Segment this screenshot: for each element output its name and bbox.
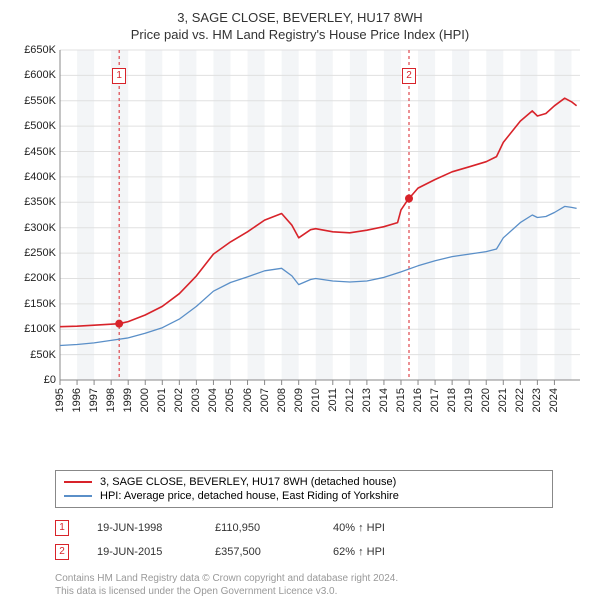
x-tick-label: 1997 (88, 388, 100, 412)
event-delta: 62% ↑ HPI (333, 546, 423, 558)
x-tick-label: 2009 (293, 388, 305, 412)
x-tick-label: 1995 (54, 388, 66, 412)
title-sub: Price paid vs. HM Land Registry's House … (10, 27, 590, 42)
legend-swatch (64, 495, 92, 497)
x-tick-label: 2016 (412, 388, 424, 412)
x-tick-label: 2011 (327, 388, 339, 412)
x-tick-label: 2005 (224, 388, 236, 412)
legend-swatch (64, 481, 92, 483)
event-delta: 40% ↑ HPI (333, 522, 423, 534)
x-tick-label: 2006 (242, 388, 254, 412)
x-tick-label: 2022 (514, 388, 526, 412)
x-tick-label: 2003 (190, 388, 202, 412)
event-price: £110,950 (215, 522, 305, 534)
event-marker-box: 2 (402, 68, 416, 84)
legend: 3, SAGE CLOSE, BEVERLEY, HU17 8WH (detac… (55, 470, 553, 508)
x-tick-label: 2001 (156, 388, 168, 412)
x-tick-label: 1999 (122, 388, 134, 412)
x-tick-label: 2017 (429, 388, 441, 412)
event-row: 2 19-JUN-2015 £357,500 62% ↑ HPI (55, 540, 590, 564)
x-tick-label: 2024 (548, 388, 560, 412)
x-tick-label: 2007 (259, 388, 271, 412)
legend-row: HPI: Average price, detached house, East… (64, 489, 544, 503)
x-tick-label: 2023 (531, 388, 543, 412)
event-date: 19-JUN-2015 (97, 546, 187, 558)
event-price: £357,500 (215, 546, 305, 558)
plot-svg (15, 48, 585, 385)
x-tick-label: 2013 (361, 388, 373, 412)
x-tick-label: 2020 (480, 388, 492, 412)
x-tick-label: 1998 (105, 388, 117, 412)
x-tick-label: 2012 (344, 388, 356, 412)
event-marker-box: 1 (112, 68, 126, 84)
x-tick-label: 2004 (207, 388, 219, 412)
footnote-line-2: This data is licensed under the Open Gov… (55, 585, 590, 598)
x-tick-label: 2002 (173, 388, 185, 412)
x-tick-label: 2015 (395, 388, 407, 412)
footnote: Contains HM Land Registry data © Crown c… (55, 572, 590, 598)
x-tick-label: 2014 (378, 388, 390, 412)
x-tick-label: 2019 (463, 388, 475, 412)
event-date: 19-JUN-1998 (97, 522, 187, 534)
chart-box: £0£50K£100K£150K£200K£250K£300K£350K£400… (15, 48, 585, 428)
event-marker-inline: 2 (55, 544, 69, 560)
event-row: 1 19-JUN-1998 £110,950 40% ↑ HPI (55, 516, 590, 540)
x-tick-label: 2008 (276, 388, 288, 412)
legend-row: 3, SAGE CLOSE, BEVERLEY, HU17 8WH (detac… (64, 475, 544, 489)
event-marker-inline: 1 (55, 520, 69, 536)
x-tick-label: 1996 (71, 388, 83, 412)
legend-label: HPI: Average price, detached house, East… (100, 490, 399, 502)
title-main: 3, SAGE CLOSE, BEVERLEY, HU17 8WH (10, 10, 590, 25)
x-tick-label: 2000 (139, 388, 151, 412)
x-tick-label: 2010 (310, 388, 322, 412)
event-table: 1 19-JUN-1998 £110,950 40% ↑ HPI 2 19-JUN-201… (55, 516, 590, 564)
x-tick-label: 2021 (497, 388, 509, 412)
chart-container: 3, SAGE CLOSE, BEVERLEY, HU17 8WH Price … (0, 0, 600, 608)
footnote-line-1: Contains HM Land Registry data © Crown c… (55, 572, 590, 585)
legend-label: 3, SAGE CLOSE, BEVERLEY, HU17 8WH (detac… (100, 476, 396, 488)
x-tick-label: 2018 (446, 388, 458, 412)
